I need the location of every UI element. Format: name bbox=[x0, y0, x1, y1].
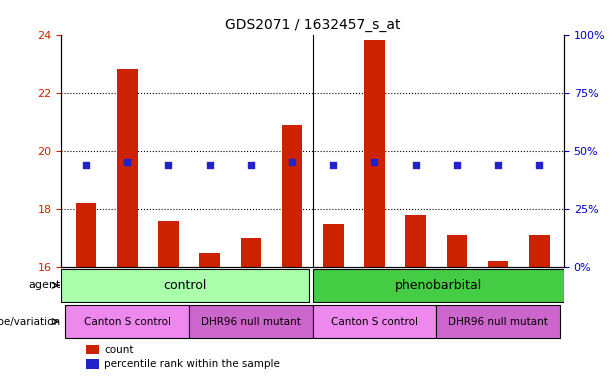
Point bbox=[205, 162, 215, 169]
Title: GDS2071 / 1632457_s_at: GDS2071 / 1632457_s_at bbox=[225, 18, 400, 32]
Text: percentile rank within the sample: percentile rank within the sample bbox=[104, 359, 280, 369]
Text: count: count bbox=[104, 344, 134, 354]
Bar bbox=[405, 215, 426, 267]
Text: DHR96 null mutant: DHR96 null mutant bbox=[448, 317, 548, 327]
Point bbox=[370, 159, 379, 166]
Bar bbox=[86, 345, 99, 354]
Text: genotype/variation: genotype/variation bbox=[0, 317, 61, 327]
Bar bbox=[76, 203, 96, 267]
FancyBboxPatch shape bbox=[313, 269, 564, 301]
Text: Canton S control: Canton S control bbox=[331, 317, 418, 327]
Point bbox=[411, 162, 421, 169]
Bar bbox=[446, 235, 467, 267]
Text: control: control bbox=[163, 279, 207, 292]
Point bbox=[493, 162, 503, 169]
Point bbox=[535, 162, 544, 169]
FancyBboxPatch shape bbox=[61, 269, 308, 301]
Bar bbox=[86, 359, 99, 369]
Bar bbox=[282, 125, 302, 267]
FancyBboxPatch shape bbox=[436, 305, 560, 338]
Bar bbox=[240, 238, 261, 267]
Text: phenobarbital: phenobarbital bbox=[395, 279, 482, 292]
FancyBboxPatch shape bbox=[66, 305, 189, 338]
Bar bbox=[117, 70, 137, 267]
Point bbox=[329, 162, 338, 169]
FancyBboxPatch shape bbox=[313, 305, 436, 338]
Text: DHR96 null mutant: DHR96 null mutant bbox=[201, 317, 301, 327]
Bar bbox=[323, 223, 343, 267]
Bar bbox=[364, 40, 385, 267]
Bar bbox=[158, 220, 179, 267]
Point bbox=[246, 162, 256, 169]
Point bbox=[452, 162, 462, 169]
Point bbox=[164, 162, 173, 169]
Text: Canton S control: Canton S control bbox=[84, 317, 171, 327]
Bar bbox=[199, 253, 220, 267]
Point bbox=[81, 162, 91, 169]
Bar bbox=[529, 235, 549, 267]
Point bbox=[287, 159, 297, 166]
Point bbox=[123, 159, 132, 166]
FancyBboxPatch shape bbox=[189, 305, 313, 338]
Bar bbox=[488, 261, 508, 267]
Text: agent: agent bbox=[28, 280, 61, 290]
